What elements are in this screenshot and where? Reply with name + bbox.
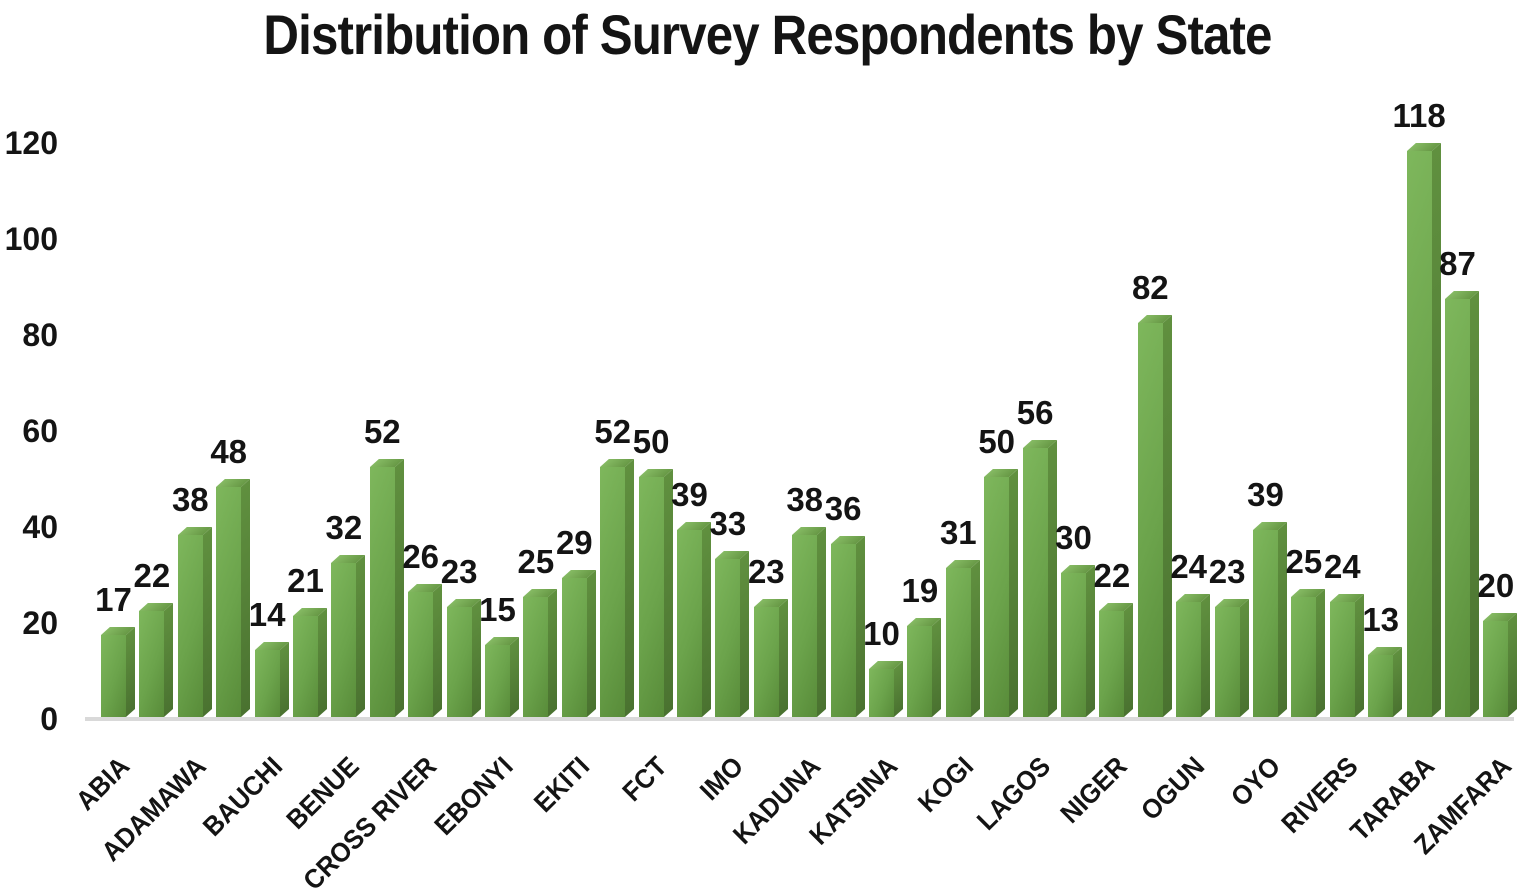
bar-value-label: 23 — [440, 553, 478, 590]
bar — [408, 592, 434, 717]
bar — [753, 607, 779, 717]
bar — [1214, 607, 1240, 717]
bar-value-label: 52 — [363, 413, 401, 450]
bar — [369, 467, 395, 717]
bar — [869, 669, 894, 717]
bar-value-label: 14 — [248, 596, 286, 633]
bar-value-label: 52 — [594, 413, 632, 450]
bar — [1022, 448, 1048, 717]
x-axis-line — [85, 717, 1514, 721]
x-axis-label: CROSS RIVER — [297, 751, 442, 895]
bar — [1137, 323, 1163, 717]
bar — [446, 607, 472, 717]
x-axis-label: ABIA — [69, 751, 135, 817]
y-axis-label: 120 — [4, 125, 58, 161]
x-axis-label: LAGOS — [971, 751, 1057, 837]
y-axis-label: 0 — [40, 701, 58, 737]
x-axis-label: NIGER — [1055, 751, 1134, 830]
bar — [1099, 611, 1125, 717]
bar-value-label: 22 — [1093, 557, 1131, 594]
bar-value-label: 87 — [1439, 245, 1476, 282]
x-axis-label: FCT — [616, 751, 673, 808]
y-axis-label: 20 — [22, 605, 58, 641]
bar — [715, 559, 741, 717]
x-axis-label: OGUN — [1134, 751, 1210, 827]
bar-value-label: 82 — [1131, 269, 1169, 306]
bar — [1176, 602, 1202, 717]
bar-value-label: 48 — [210, 433, 248, 470]
bar-value-label: 20 — [1477, 567, 1515, 604]
x-axis-label: BAUCHI — [197, 751, 289, 843]
bar — [254, 650, 280, 717]
bar-value-label: 29 — [555, 524, 593, 561]
bar-value-label: 39 — [671, 476, 708, 513]
bar — [830, 544, 856, 717]
bar-value-label: 25 — [1285, 543, 1323, 580]
y-axis-label: 100 — [4, 221, 58, 257]
bar — [984, 477, 1010, 717]
bar-value-label: 31 — [939, 514, 977, 551]
bar-value-label: 23 — [747, 553, 785, 590]
bar — [523, 597, 549, 717]
bar-value-label: 36 — [824, 490, 862, 527]
y-axis-label: 80 — [22, 317, 58, 353]
chart-title: Distribution of Survey Respondents by St… — [263, 3, 1272, 66]
bar — [101, 635, 126, 717]
x-axis-label: EBONYI — [428, 751, 519, 842]
bar-value-label: 30 — [1055, 519, 1092, 556]
bar-value-label: 17 — [95, 581, 132, 618]
bar — [1253, 530, 1278, 717]
bar — [216, 487, 242, 717]
bar-value-label: 10 — [863, 615, 900, 652]
bar — [600, 467, 626, 717]
bar-value-label: 24 — [1323, 548, 1361, 585]
bar-value-label: 26 — [402, 538, 440, 575]
x-axis-label: KOGI — [912, 751, 980, 819]
bar — [1406, 151, 1432, 717]
bar — [1483, 621, 1509, 717]
bar-value-label: 15 — [479, 591, 516, 628]
bar-value-label: 13 — [1362, 601, 1400, 638]
bar — [1368, 655, 1394, 717]
x-axis-label: OYO — [1225, 751, 1287, 813]
bar — [1061, 573, 1086, 717]
bar — [638, 477, 664, 717]
bar-value-label: 24 — [1170, 548, 1208, 585]
bar — [907, 626, 933, 717]
bar — [1291, 597, 1317, 717]
x-axis-label: IMO — [694, 751, 750, 807]
bar-value-label: 118 — [1392, 97, 1446, 134]
bar-value-label: 22 — [133, 557, 171, 594]
bar — [561, 578, 587, 717]
bar-value-label: 33 — [709, 505, 747, 542]
bar — [293, 616, 318, 717]
bar — [485, 645, 510, 717]
bar — [792, 535, 818, 717]
y-axis-label: 60 — [22, 413, 58, 449]
bar-value-label: 32 — [325, 509, 363, 546]
bar-value-label: 39 — [1247, 476, 1284, 513]
bar — [677, 530, 702, 717]
bar — [139, 611, 165, 717]
bar-value-label: 19 — [901, 572, 939, 609]
bar-value-label: 23 — [1208, 553, 1246, 590]
bar-value-label: 25 — [517, 543, 555, 580]
bar-value-label: 38 — [171, 481, 209, 518]
bar — [1329, 602, 1355, 717]
x-axis-label: EKITI — [528, 751, 596, 819]
bar-value-label: 56 — [1016, 394, 1054, 431]
bar-value-label: 38 — [786, 481, 824, 518]
bar-value-label: 21 — [287, 562, 324, 599]
bar — [945, 568, 971, 717]
bar-value-label: 50 — [632, 423, 670, 460]
bar — [1445, 299, 1470, 717]
bar — [331, 563, 357, 717]
bar — [177, 535, 203, 717]
bar-value-label: 50 — [978, 423, 1016, 460]
y-axis-label: 40 — [22, 509, 58, 545]
